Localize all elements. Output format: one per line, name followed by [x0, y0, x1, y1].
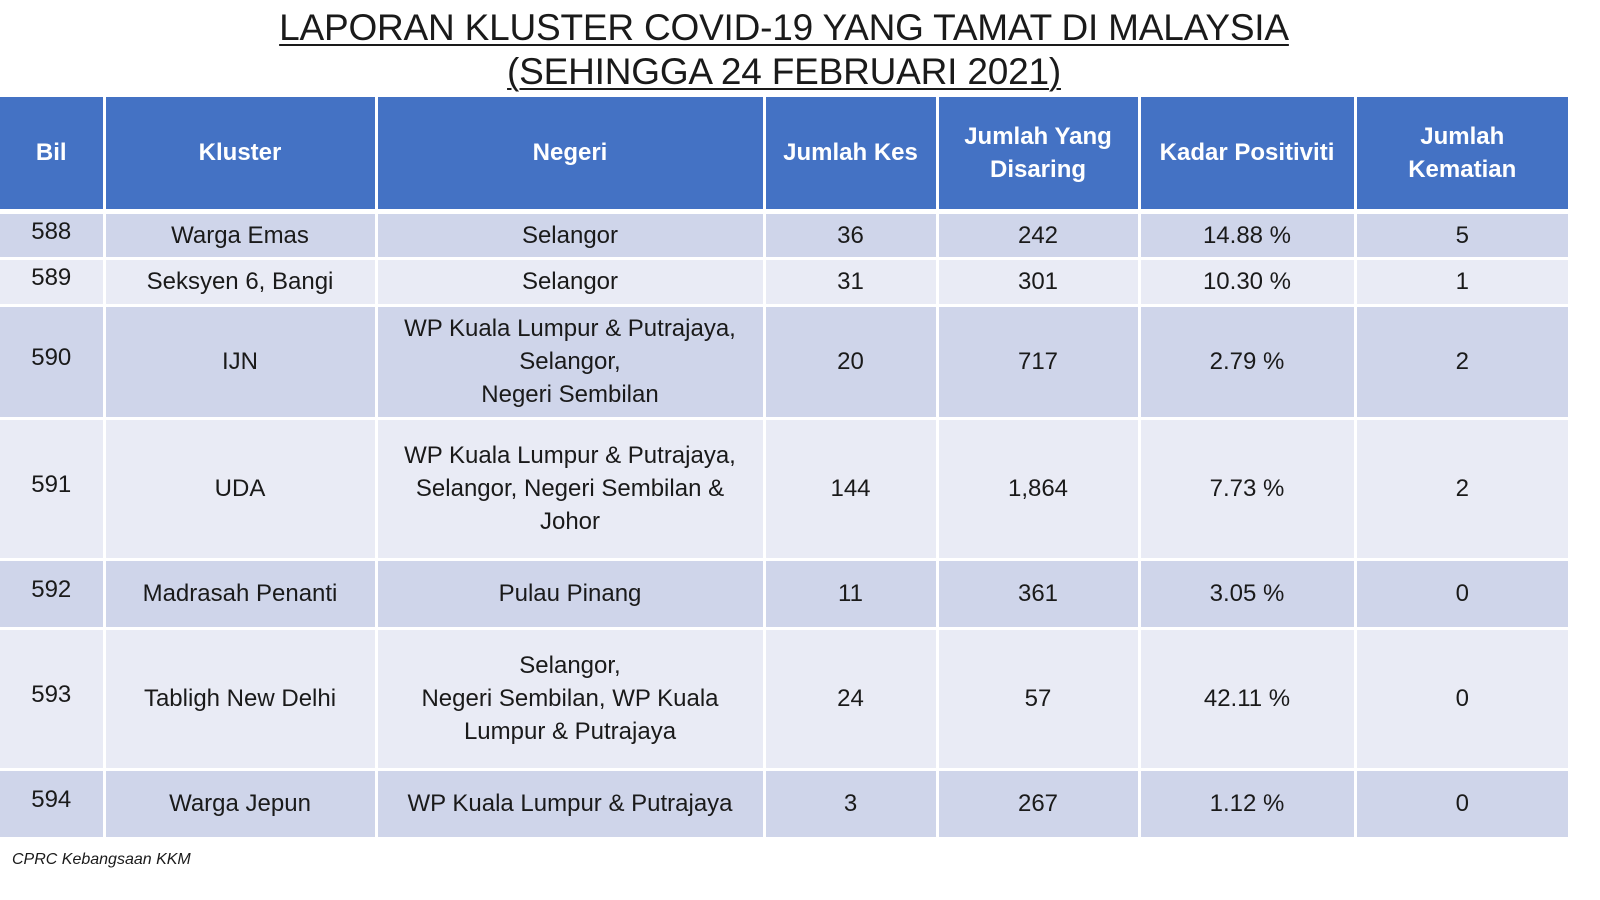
source-footer: CPRC Kebangsaan KKM: [12, 851, 191, 868]
report-title: LAPORAN KLUSTER COVID-19 YANG TAMAT DI M…: [0, 6, 1568, 94]
cell-kluster: IJN: [104, 305, 378, 420]
cell-negeri: WP Kuala Lumpur & Putrajaya: [376, 769, 766, 840]
cell-jumlah-disaring: 57: [937, 628, 1141, 771]
cell-jumlah-kes: 3: [764, 769, 939, 840]
table-row: 588 Warga Emas Selangor 36 242 14.88 % 5: [0, 211, 1568, 260]
cell-jumlah-kes: 20: [764, 305, 939, 420]
header-jumlah-kematian: Jumlah Kematian: [1355, 97, 1568, 214]
cell-bil: 592: [0, 559, 106, 630]
cluster-table: Bil Kluster Negeri Jumlah Kes Jumlah Yan…: [0, 97, 1568, 840]
table-row: 594 Warga Jepun WP Kuala Lumpur & Putraj…: [0, 769, 1568, 840]
cell-kadar-positiviti: 2.79 %: [1139, 305, 1357, 420]
cell-jumlah-kes: 36: [764, 211, 939, 260]
cell-bil: 590: [0, 305, 106, 420]
cell-negeri: Selangor: [376, 211, 766, 260]
table-row: 591 UDA WP Kuala Lumpur & Putrajaya, Sel…: [0, 418, 1568, 561]
cell-kluster: Warga Emas: [104, 211, 378, 260]
header-jumlah-disaring-line-2: Disaring: [989, 155, 1087, 183]
table-row: 593 Tabligh New Delhi Selangor, Negeri S…: [0, 628, 1568, 771]
header-bil: Bil: [0, 97, 106, 214]
table-row: 589 Seksyen 6, Bangi Selangor 31 301 10.…: [0, 258, 1568, 307]
cell-kluster: Tabligh New Delhi: [104, 628, 378, 771]
cell-jumlah-kes: 31: [764, 258, 939, 307]
cell-jumlah-kematian: 2: [1355, 418, 1568, 561]
table-row: 592 Madrasah Penanti Pulau Pinang 11 361…: [0, 559, 1568, 630]
cell-jumlah-disaring: 1,864: [937, 418, 1141, 561]
header-jumlah-kematian-line-2: Kematian: [1408, 155, 1517, 183]
cell-kadar-positiviti: 14.88 %: [1139, 211, 1357, 260]
cell-kluster: Warga Jepun: [104, 769, 378, 840]
report-title-line-1: LAPORAN KLUSTER COVID-19 YANG TAMAT DI M…: [279, 7, 1289, 48]
cell-jumlah-kes: 144: [764, 418, 939, 561]
cell-jumlah-disaring: 267: [937, 769, 1141, 840]
table-header-row: Bil Kluster Negeri Jumlah Kes Jumlah Yan…: [0, 97, 1568, 214]
header-jumlah-disaring-line-1: Jumlah Yang: [964, 122, 1112, 150]
cell-kluster: Madrasah Penanti: [104, 559, 378, 630]
header-negeri: Negeri: [376, 97, 766, 214]
header-jumlah-disaring: Jumlah Yang Disaring: [937, 97, 1141, 214]
header-jumlah-kes: Jumlah Kes: [764, 97, 939, 214]
cell-jumlah-kes: 24: [764, 628, 939, 771]
cell-negeri: WP Kuala Lumpur & Putrajaya, Selangor, N…: [376, 418, 766, 561]
cell-negeri: Pulau Pinang: [376, 559, 766, 630]
cell-jumlah-kematian: 5: [1355, 211, 1568, 260]
cell-kluster: Seksyen 6, Bangi: [104, 258, 378, 307]
header-kadar-positiviti: Kadar Positiviti: [1139, 97, 1357, 214]
cell-kadar-positiviti: 7.73 %: [1139, 418, 1357, 561]
table-row: 590 IJN WP Kuala Lumpur & Putrajaya, Sel…: [0, 305, 1568, 420]
cell-bil: 589: [0, 258, 106, 307]
report-title-line-2: (SEHINGGA 24 FEBRUARI 2021): [507, 51, 1061, 92]
cell-bil: 591: [0, 418, 106, 561]
header-jumlah-kematian-line-1: Jumlah: [1420, 122, 1505, 150]
cell-bil: 594: [0, 769, 106, 840]
cell-bil: 588: [0, 211, 106, 260]
cell-kadar-positiviti: 1.12 %: [1139, 769, 1357, 840]
cell-jumlah-disaring: 361: [937, 559, 1141, 630]
header-kluster: Kluster: [104, 97, 378, 214]
cell-jumlah-kes: 11: [764, 559, 939, 630]
cell-jumlah-kematian: 1: [1355, 258, 1568, 307]
cell-negeri: Selangor, Negeri Sembilan, WP Kuala Lump…: [376, 628, 766, 771]
cell-jumlah-disaring: 242: [937, 211, 1141, 260]
cell-jumlah-disaring: 301: [937, 258, 1141, 307]
cell-kluster: UDA: [104, 418, 378, 561]
cell-jumlah-disaring: 717: [937, 305, 1141, 420]
cell-kadar-positiviti: 3.05 %: [1139, 559, 1357, 630]
cell-jumlah-kematian: 2: [1355, 305, 1568, 420]
cell-jumlah-kematian: 0: [1355, 628, 1568, 771]
cell-bil: 593: [0, 628, 106, 771]
cell-negeri: WP Kuala Lumpur & Putrajaya, Selangor, N…: [376, 305, 766, 420]
cell-negeri: Selangor: [376, 258, 766, 307]
cell-jumlah-kematian: 0: [1355, 769, 1568, 840]
cell-jumlah-kematian: 0: [1355, 559, 1568, 630]
cell-kadar-positiviti: 10.30 %: [1139, 258, 1357, 307]
cell-kadar-positiviti: 42.11 %: [1139, 628, 1357, 771]
